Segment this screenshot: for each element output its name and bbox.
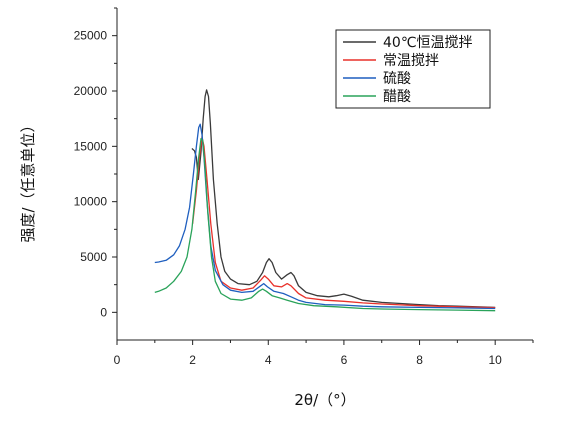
x-axis-title: 2θ/（°） [294, 391, 355, 409]
y-axis-title: 强度/（任意单位） [19, 117, 37, 242]
y-ticks: 0 5000 10000 15000 20000 25000 [74, 7, 117, 319]
legend-label: 醋酸 [383, 89, 411, 105]
y-tick-label: 5000 [80, 250, 107, 264]
x-tick-label: 0 [114, 353, 121, 367]
series-line-2 [191, 136, 496, 309]
y-tick-label: 0 [100, 305, 107, 319]
x-tick-label: 2 [189, 353, 196, 367]
x-tick-label: 10 [489, 353, 503, 367]
legend-label: 常温搅拌 [383, 53, 439, 69]
x-tick-label: 8 [416, 353, 423, 367]
x-tick-label: 6 [341, 353, 348, 367]
y-tick-label: 10000 [74, 195, 108, 209]
series-line-3 [154, 123, 496, 310]
legend-label: 40℃恒温搅拌 [383, 35, 473, 51]
legend-label: 硫酸 [383, 71, 411, 87]
series-line-4 [154, 137, 496, 312]
legend-box [335, 29, 491, 109]
y-tick-label: 15000 [74, 139, 108, 153]
x-ticks: 0 2 4 6 8 10 [114, 340, 534, 367]
series-line-1 [191, 89, 496, 309]
series-lines [154, 89, 496, 312]
plot-area: 0 2 4 6 8 10 0 5000 10000 15000 20000 25000 [74, 7, 534, 367]
x-tick-label: 4 [265, 353, 272, 367]
y-tick-label: 20000 [74, 84, 108, 98]
y-tick-label: 25000 [74, 29, 108, 43]
